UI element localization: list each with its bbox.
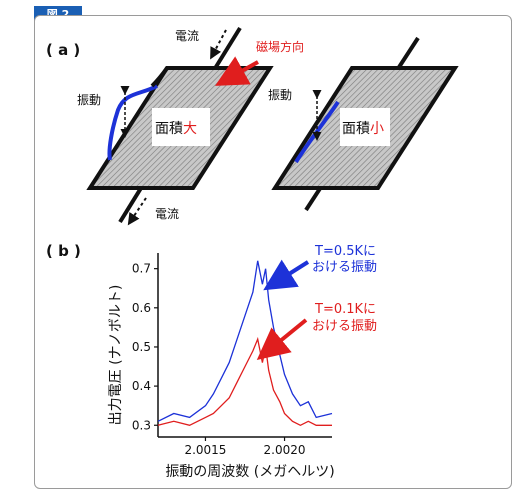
area-large-text: 面積大 bbox=[155, 121, 197, 137]
x-tick-label: 2.0020 bbox=[264, 443, 306, 457]
series-line-1 bbox=[157, 336, 332, 427]
sample-small bbox=[271, 36, 459, 212]
x-tick-label: 2.0015 bbox=[184, 443, 226, 457]
vibration-label-right: 振動 bbox=[268, 88, 292, 102]
y-tick-label: 0.7 bbox=[132, 262, 151, 276]
field-label: 磁場方向 bbox=[256, 39, 304, 54]
current-label-bottom: 電流 bbox=[155, 207, 179, 221]
field-arrow bbox=[215, 56, 259, 86]
annotation-red-arrow bbox=[256, 318, 308, 361]
series-line-0 bbox=[157, 260, 333, 422]
annotation-blue-line2: おける振動 bbox=[312, 260, 377, 275]
annotation-red-line1: T=0.1Kに bbox=[314, 302, 376, 317]
panel-b-label: ( b ) bbox=[46, 242, 81, 260]
annotation-blue-arrow bbox=[263, 259, 310, 291]
current-arrow-top bbox=[210, 29, 227, 60]
y-tick-label: 0.3 bbox=[132, 418, 151, 432]
y-tick-label: 0.6 bbox=[132, 301, 151, 315]
sample-large bbox=[86, 26, 274, 224]
annotation-red-line2: おける振動 bbox=[312, 319, 377, 334]
area-small-text: 面積小 bbox=[342, 121, 384, 137]
current-arrow-bottom bbox=[127, 197, 147, 226]
chart: 0.3 0.4 0.5 0.6 0.7 2.0015 2.0020 bbox=[132, 253, 333, 457]
annotation-blue-line1: T=0.5Kに bbox=[314, 244, 376, 259]
panel-a-label: ( a ) bbox=[46, 41, 80, 59]
y-tick-label: 0.5 bbox=[132, 340, 151, 354]
chart-ylabel: 出力電圧 (ナノボルト) bbox=[108, 285, 124, 426]
vibration-label-left: 振動 bbox=[77, 93, 101, 107]
y-tick-label: 0.4 bbox=[132, 379, 151, 393]
current-label-top: 電流 bbox=[175, 29, 199, 43]
chart-xlabel: 振動の周波数 (メガヘルツ) bbox=[165, 464, 334, 480]
